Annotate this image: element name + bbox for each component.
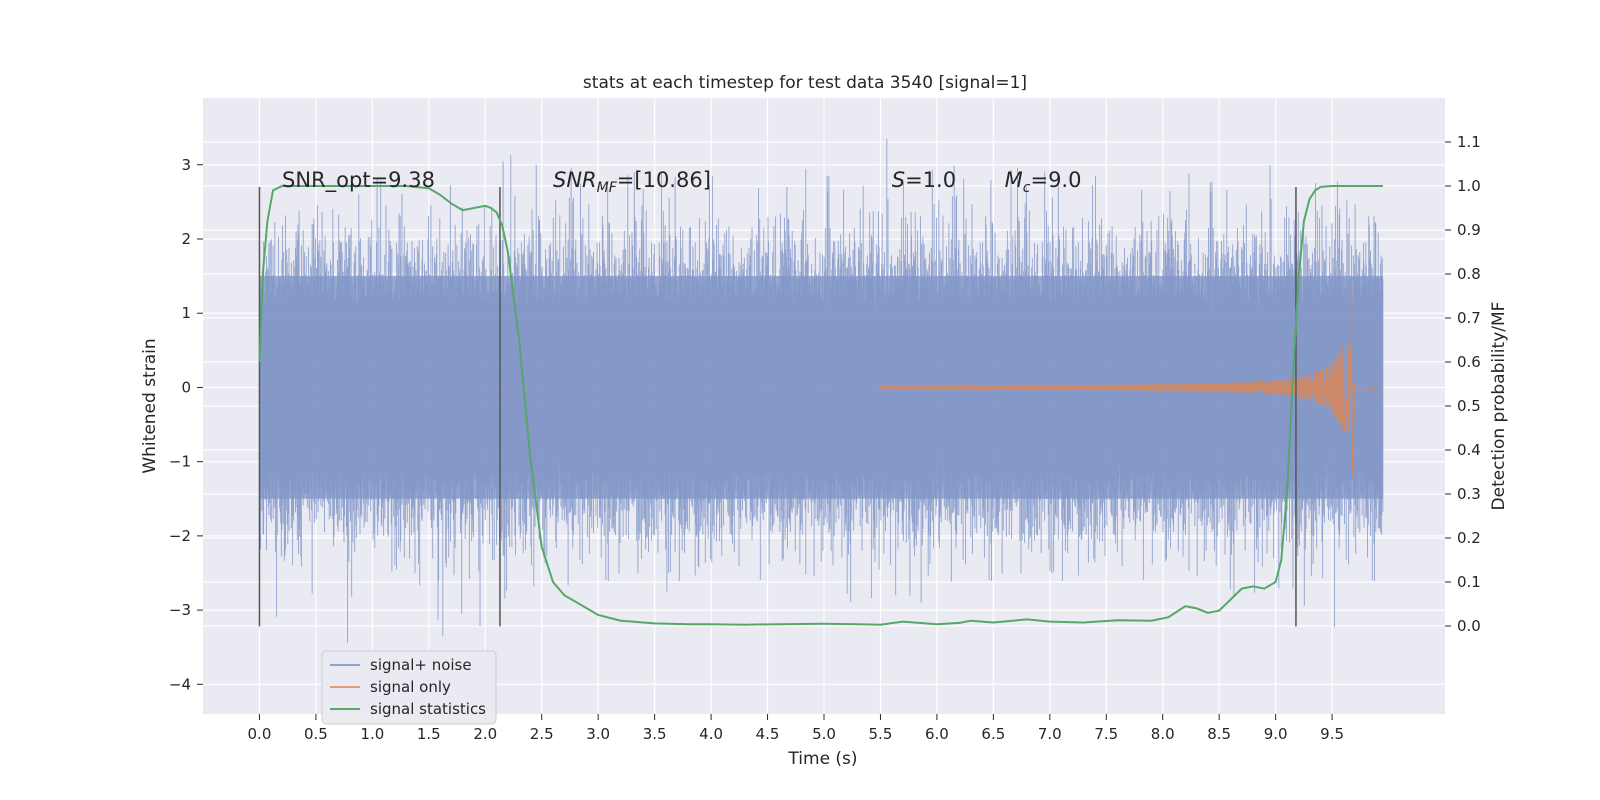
x-tick-label: 5.5 <box>869 725 893 743</box>
legend-box <box>321 650 497 725</box>
stats-line <box>258 185 1383 626</box>
annotation: SNRMF=[10.86] <box>553 168 711 196</box>
x-tick-label: 2.0 <box>473 725 497 743</box>
y-right-tick-label: 1.1 <box>1457 133 1481 151</box>
annotation: Mc=9.0 <box>1005 168 1082 196</box>
x-tick-label: 6.5 <box>981 725 1005 743</box>
y-right-tick-label: 0.7 <box>1457 309 1481 327</box>
y-right-tick-label: 0.6 <box>1457 353 1481 371</box>
signal-trace <box>259 283 1383 477</box>
y-right-tick-label: 0.1 <box>1457 573 1481 591</box>
x-tick-label: 8.5 <box>1207 725 1231 743</box>
y-right-axis-label: Detection probability/MF <box>1489 302 1509 511</box>
x-tick-label: 7.5 <box>1094 725 1118 743</box>
x-axis-ticks: 0.0 0.5 1.0 1.5 2.0 2.5 3.0 3.5 4.0 4.5 5.0 5.5 6.0 6… <box>248 714 1344 743</box>
x-tick-label: 3.0 <box>586 725 610 743</box>
y-tick-label: −4 <box>169 675 191 693</box>
x-tick-label: 9.0 <box>1264 725 1288 743</box>
y-right-tick-label: 0.8 <box>1457 265 1481 283</box>
legend: signal+ noise signal only signal statistic… <box>321 650 497 725</box>
x-tick-label: 7.0 <box>1038 725 1062 743</box>
y-right-axis-ticks: 1.1 1.0 0.9 0.8 0.7 0.6 0.5 0.4 0.3 0.2 0.1 0.0 <box>1445 133 1481 635</box>
x-tick-label: 0.5 <box>304 725 328 743</box>
y-right-tick-label: 0.5 <box>1457 397 1481 415</box>
y-tick-label: −1 <box>169 453 191 471</box>
y-tick-label: 0 <box>181 378 191 396</box>
y-right-tick-label: 1.0 <box>1457 177 1481 195</box>
annotation: S=1.0 <box>892 168 956 192</box>
x-axis-label: Time (s) <box>787 749 857 769</box>
legend-label: signal only <box>370 678 451 696</box>
x-tick-label: 6.0 <box>925 725 949 743</box>
y-right-tick-label: 0.4 <box>1457 441 1481 459</box>
y-tick-label: −3 <box>169 601 191 619</box>
x-tick-label: 4.0 <box>699 725 723 743</box>
annotation: SNR_opt=9.38 <box>282 168 435 193</box>
legend-label: signal+ noise <box>370 656 472 674</box>
y-right-tick-label: 0.3 <box>1457 485 1481 503</box>
y-tick-label: 2 <box>181 230 191 248</box>
annotations: SNR_opt=9.38 SNRMF=[10.86] S=1.0 Mc=9.0 <box>282 168 1081 196</box>
series-signal-only <box>259 283 1383 477</box>
x-tick-label: 0.0 <box>248 725 272 743</box>
y-right-tick-label: 0.0 <box>1457 617 1481 635</box>
x-tick-label: 8.0 <box>1151 725 1175 743</box>
legend-label: signal statistics <box>370 700 486 718</box>
y-tick-label: 3 <box>181 156 191 174</box>
x-tick-label: 2.5 <box>530 725 554 743</box>
x-tick-label: 9.5 <box>1320 725 1344 743</box>
x-tick-label: 4.5 <box>756 725 780 743</box>
y-axis-label: Whitened strain <box>140 338 160 473</box>
chart-title: stats at each timestep for test data 354… <box>583 73 1027 93</box>
x-tick-label: 5.0 <box>812 725 836 743</box>
y-tick-label: 1 <box>181 304 191 322</box>
x-tick-label: 3.5 <box>643 725 667 743</box>
y-tick-label: −2 <box>169 527 191 545</box>
series-signal-statistics <box>258 185 1383 626</box>
x-tick-label: 1.0 <box>360 725 384 743</box>
vertical-markers <box>258 187 1297 627</box>
y-axis-ticks: 3 2 1 0 −1 −2 −3 −4 <box>169 156 203 693</box>
y-right-tick-label: 0.2 <box>1457 529 1481 547</box>
y-right-tick-label: 0.9 <box>1457 221 1481 239</box>
x-tick-label: 1.5 <box>417 725 441 743</box>
